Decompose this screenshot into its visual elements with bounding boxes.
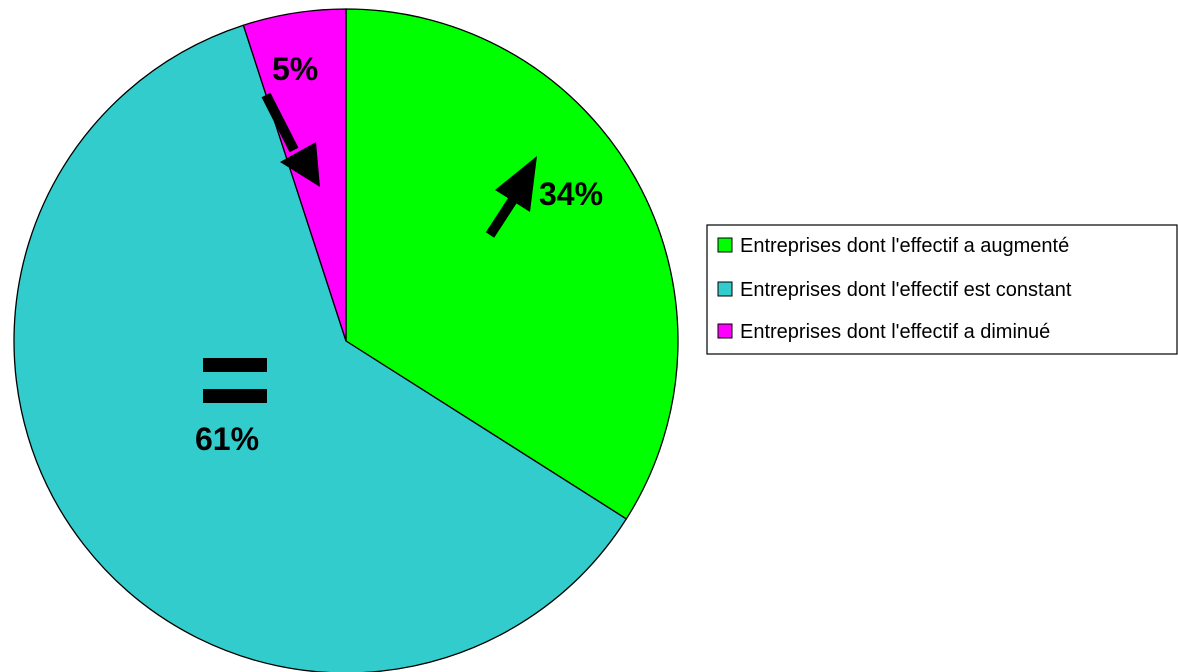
slice-value-label-increase: 34% [539,176,603,212]
pie-slice-decrease [242,8,347,342]
legend-label-decrease: Entreprises dont l'effectif a diminué [740,321,1050,343]
legend-swatch-decrease [717,323,733,339]
pie-slice-constant [13,24,628,672]
legend: Entreprises dont l'effectif a augmenté En… [706,224,1178,355]
legend-frame [706,224,1178,355]
legend-label-increase: Entreprises dont l'effectif a augmenté [740,235,1069,257]
pie-slices [13,8,679,672]
arrow-down-right-icon [261,92,320,187]
slice-value-label-constant: 61% [195,421,259,457]
legend-swatch-constant [717,281,733,297]
slice-value-label-decrease: 5% [272,51,318,87]
legend-swatch-increase [717,237,733,253]
equals-sign-icon [203,358,267,403]
legend-label-constant: Entreprises dont l'effectif est constant [740,279,1072,301]
pie-slice-increase [345,8,679,520]
slice-value-labels: 34% 61% 5% [195,51,603,457]
arrow-up-right-icon [485,156,537,238]
slice-markers [203,92,537,403]
